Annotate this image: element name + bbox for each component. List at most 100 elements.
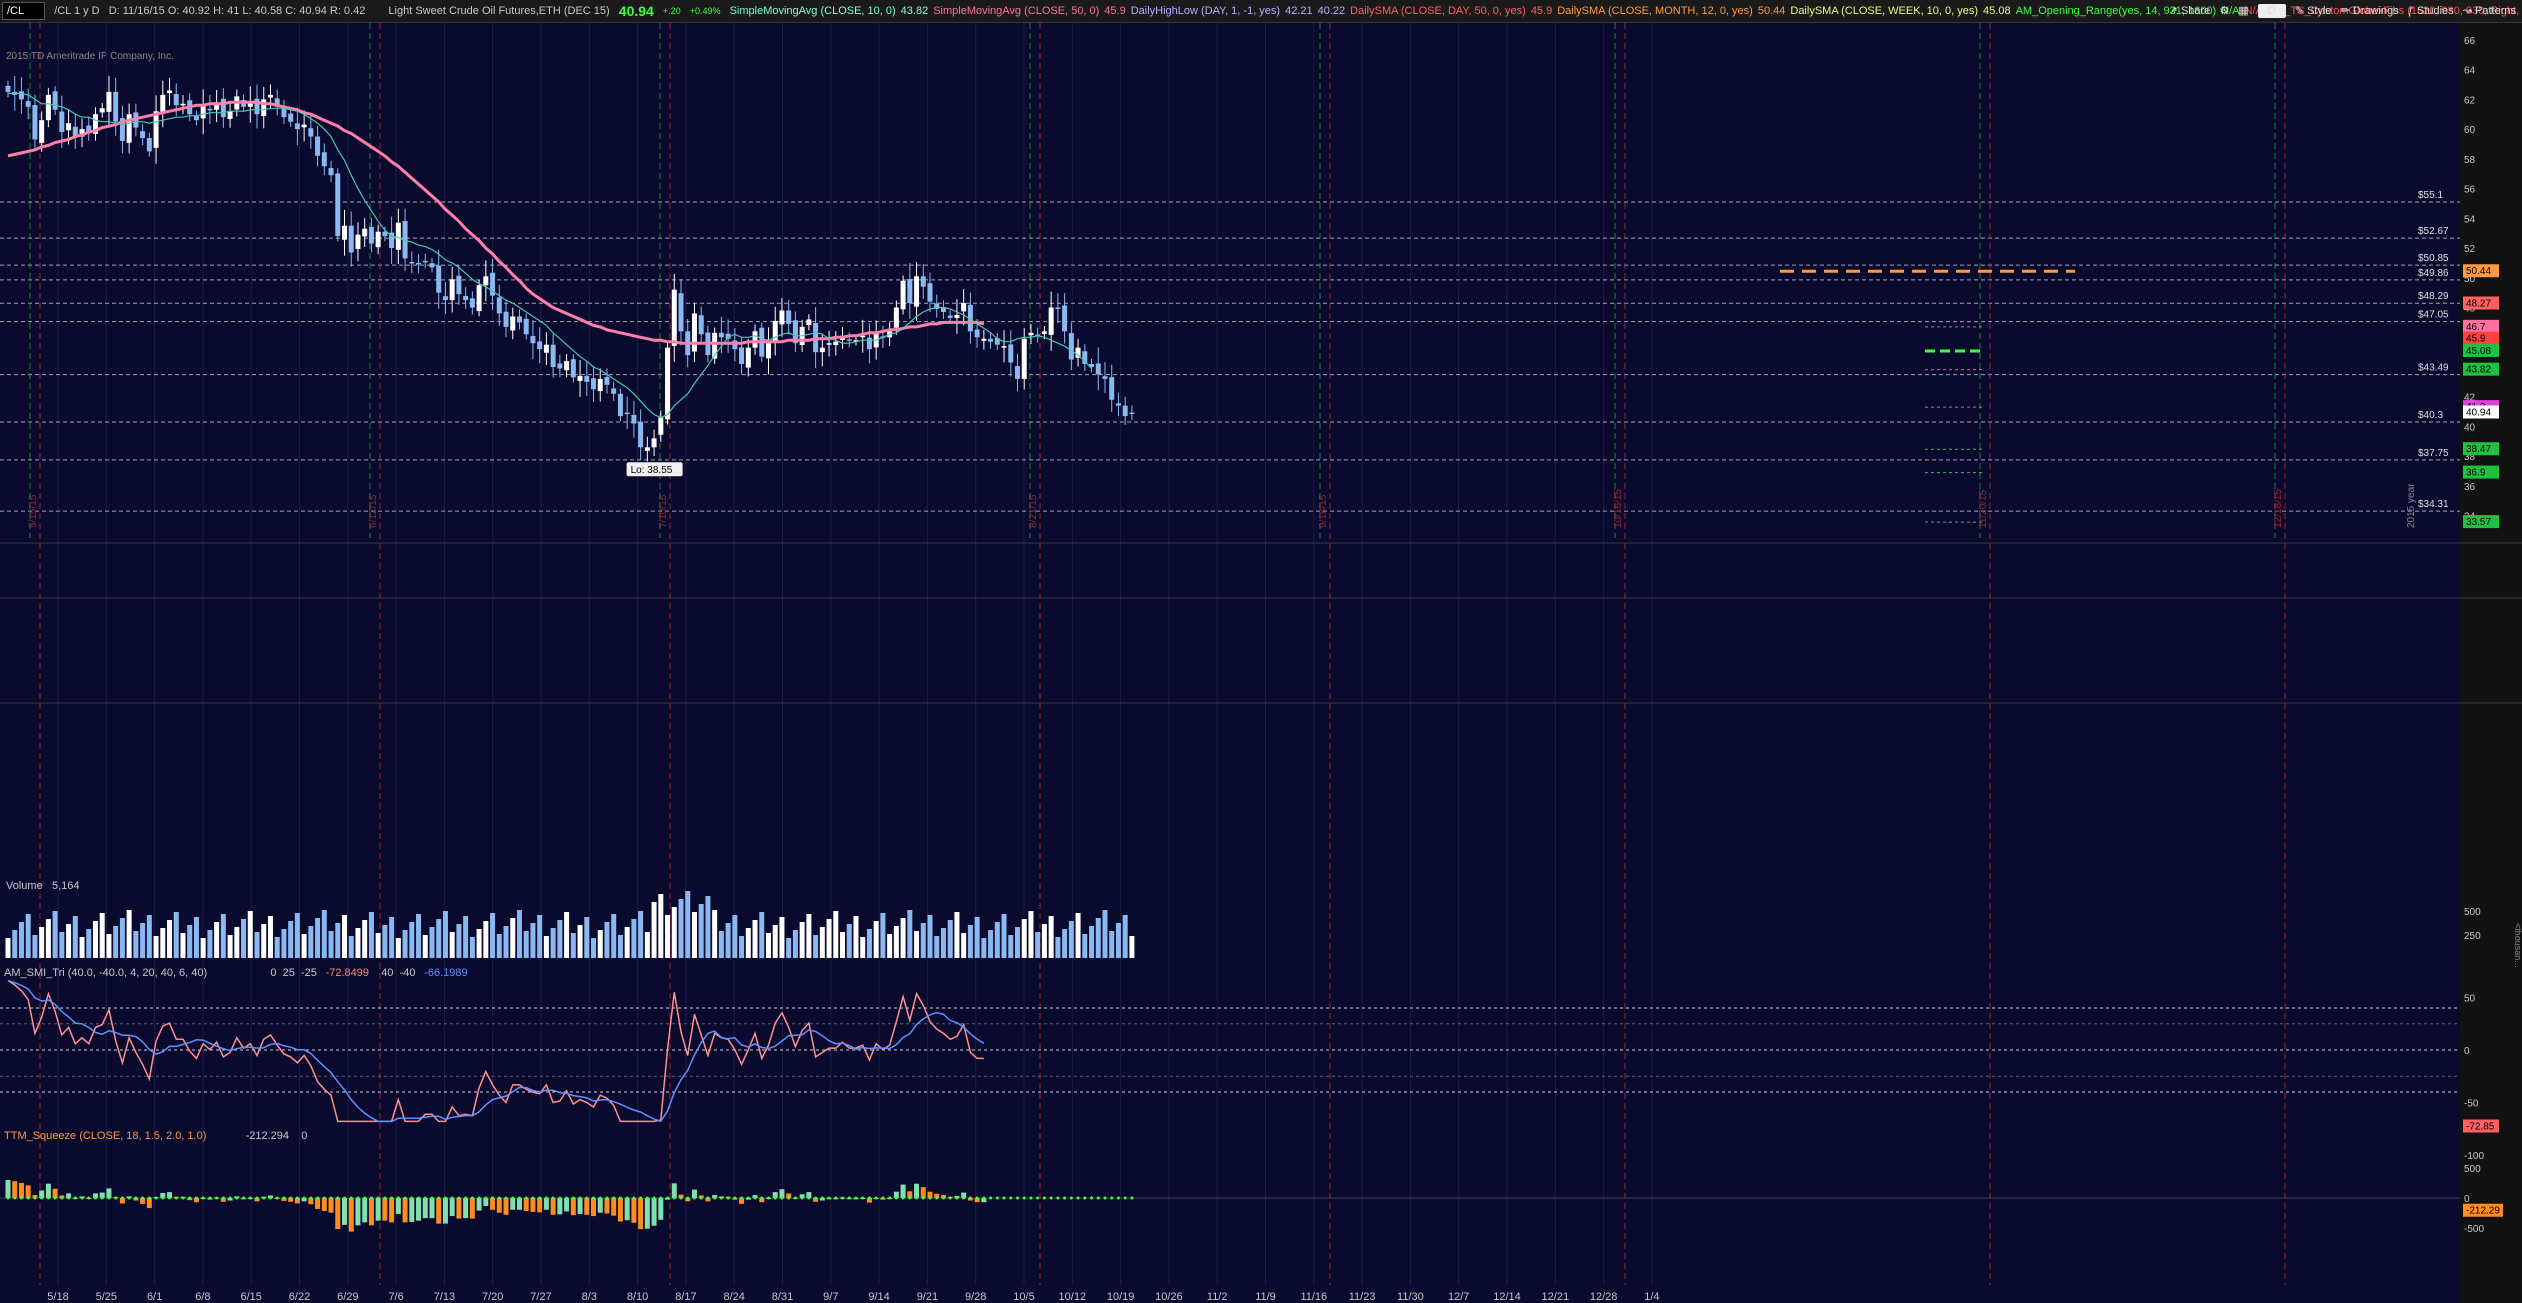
squeeze-dot [928,1196,932,1200]
candle-body [348,225,354,253]
x-tick-label: 12/14 [1493,1291,1521,1303]
x-tick-label: 11/16 [1300,1291,1327,1303]
squeeze-dot [894,1196,898,1200]
squeeze-dot [989,1196,993,1200]
studies-button[interactable]: ƒ Studies [2408,0,2454,22]
squeeze-dot [538,1196,542,1200]
squeeze-dot [531,1196,535,1200]
squeeze-dot [168,1196,172,1200]
volume-bar [617,935,623,958]
squeeze-dot [242,1196,246,1200]
volume-bar [335,923,341,958]
candle-body [745,347,751,368]
squeeze-bar [321,1198,327,1212]
squeeze-bar [92,1193,98,1198]
candle-body [786,310,792,324]
squeeze-dot [141,1196,145,1200]
squeeze-bar [779,1189,785,1198]
volume-bar [301,934,307,958]
squeeze-dot [289,1196,293,1200]
squeeze-dot [268,1196,272,1200]
candle-body [947,315,953,318]
squeeze-dot [356,1196,360,1200]
x-tick-label: 9/14 [868,1291,889,1303]
squeeze-dot [309,1196,313,1200]
squeeze-dot [1056,1196,1060,1200]
candle-body [368,226,374,244]
candle-body [126,114,132,143]
volume-bar [1075,913,1081,958]
squeeze-dot [733,1196,737,1200]
squeeze-bar [25,1185,31,1198]
squeeze-dot [73,1196,77,1200]
volume-bar [86,929,92,958]
chart-area[interactable]: 2015 TD Ameritrade IP Company, Inc. 3436… [0,23,2522,1303]
expiration-date-label: 6/12/15 [368,494,379,528]
x-tick-label: 11/30 [1397,1291,1424,1303]
candle-body [954,314,960,318]
volume-bar [914,931,920,958]
share-button[interactable]: ↗ Share [2169,0,2211,22]
volume-bar [294,913,300,958]
squeeze-bar [537,1198,543,1213]
smi-label: -72.8499 [326,967,369,979]
squeeze-dot [1083,1196,1087,1200]
volume-bar [214,922,220,958]
candle-body [967,304,973,332]
smi-label: AM_SMI_Tri (40.0, -40.0, 4, 20, 40, 6, 4… [4,967,207,979]
gear-icon[interactable]: ⚙ [2219,5,2230,17]
candle-body [900,280,906,310]
squeeze-dot [1116,1196,1120,1200]
squeeze-dot [100,1196,104,1200]
study-label: SimpleMovingAvg (CLOSE, 50, 0) [933,5,1100,17]
volume-bar [456,924,462,958]
volume-bar [288,921,294,958]
squeeze-bar [638,1198,644,1230]
squeeze-bar [355,1198,361,1226]
candle-body [308,128,314,137]
candle-body [79,129,85,137]
last-price: 40.94 [618,3,654,19]
candle-body [752,331,758,348]
candle-body [577,375,583,381]
smi-badge [2463,1119,2499,1133]
squeeze-bar [617,1198,623,1222]
candle-body [651,438,657,448]
drawing-mode-select[interactable]: D [2257,4,2286,18]
squeeze-bar [99,1192,105,1198]
y-tick-label: 36 [2464,482,2476,493]
volume-bar [66,924,72,958]
volume-bar [227,935,233,958]
drawings-button[interactable]: ✏ Drawings [2341,0,2399,22]
squeeze-bar [530,1198,536,1212]
squeeze-dot [491,1196,495,1200]
volume-bar [1008,935,1014,958]
smi-axis-label: -100 [2464,1151,2484,1162]
grid-icon[interactable]: ▦ [2238,5,2249,17]
price-badge-label: 38.47 [2466,444,2491,455]
squeeze-dot [53,1196,57,1200]
aggregation-label[interactable]: /CL 1 y D [54,5,100,17]
volume-bar [967,925,973,958]
squeeze-dot [605,1196,609,1200]
squeeze-dot [208,1196,212,1200]
volume-bar [961,933,967,958]
patterns-button[interactable]: ↝ Patterns [2463,0,2516,22]
volume-value: 5,164 [52,880,80,892]
volume-bar [32,935,38,958]
volume-bar [436,919,442,958]
squeeze-dot [154,1196,158,1200]
squeeze-dot [1009,1196,1013,1200]
low-annotation: Lo: 38.55 [631,465,673,476]
expiration-date-label: 12/18/15 [2273,489,2284,528]
volume-bar [490,913,496,958]
style-button[interactable]: ✎ Style [2295,0,2332,22]
squeeze-bar [5,1179,11,1198]
symbol-input[interactable]: /CL [2,2,46,20]
sma50-line [7,100,985,345]
squeeze-dot [120,1196,124,1200]
squeeze-bar [510,1198,516,1210]
squeeze-dot [161,1196,165,1200]
squeeze-dot [33,1196,37,1200]
squeeze-label: -212.294 [246,1130,289,1142]
